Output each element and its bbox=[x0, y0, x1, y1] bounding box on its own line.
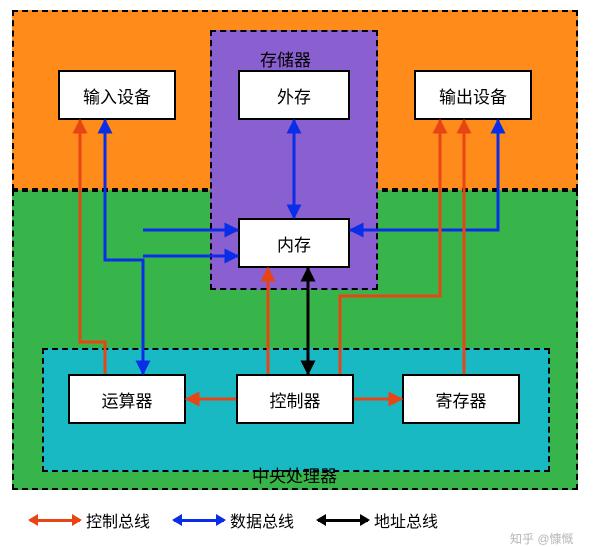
box-label: 输出设备 bbox=[439, 83, 507, 108]
output-device-box: 输出设备 bbox=[414, 70, 532, 120]
watermark: 知乎 @慷慨 bbox=[510, 530, 574, 547]
box-label: 寄存器 bbox=[436, 387, 487, 412]
box-label: 输入设备 bbox=[83, 83, 151, 108]
legend-arrow-icon bbox=[30, 519, 80, 522]
cpu-label: 中央处理器 bbox=[252, 462, 337, 487]
legend-arrow-icon bbox=[174, 519, 224, 522]
storage-label: 存储器 bbox=[260, 46, 311, 71]
legend: 控制总线 数据总线 地址总线 bbox=[30, 508, 438, 532]
legend-item: 控制总线 bbox=[30, 508, 150, 532]
box-label: 运算器 bbox=[102, 387, 153, 412]
legend-label: 控制总线 bbox=[86, 508, 150, 532]
legend-item: 地址总线 bbox=[318, 508, 438, 532]
register-box: 寄存器 bbox=[402, 374, 520, 424]
legend-label: 数据总线 bbox=[230, 508, 294, 532]
alu-box: 运算器 bbox=[68, 374, 186, 424]
legend-item: 数据总线 bbox=[174, 508, 294, 532]
external-memory-box: 外存 bbox=[238, 70, 350, 120]
box-label: 内存 bbox=[277, 231, 311, 256]
controller-box: 控制器 bbox=[236, 374, 354, 424]
legend-arrow-icon bbox=[318, 519, 368, 522]
legend-label: 地址总线 bbox=[374, 508, 438, 532]
box-label: 控制器 bbox=[270, 387, 321, 412]
memory-box: 内存 bbox=[238, 218, 350, 268]
input-device-box: 输入设备 bbox=[58, 70, 176, 120]
box-label: 外存 bbox=[277, 83, 311, 108]
